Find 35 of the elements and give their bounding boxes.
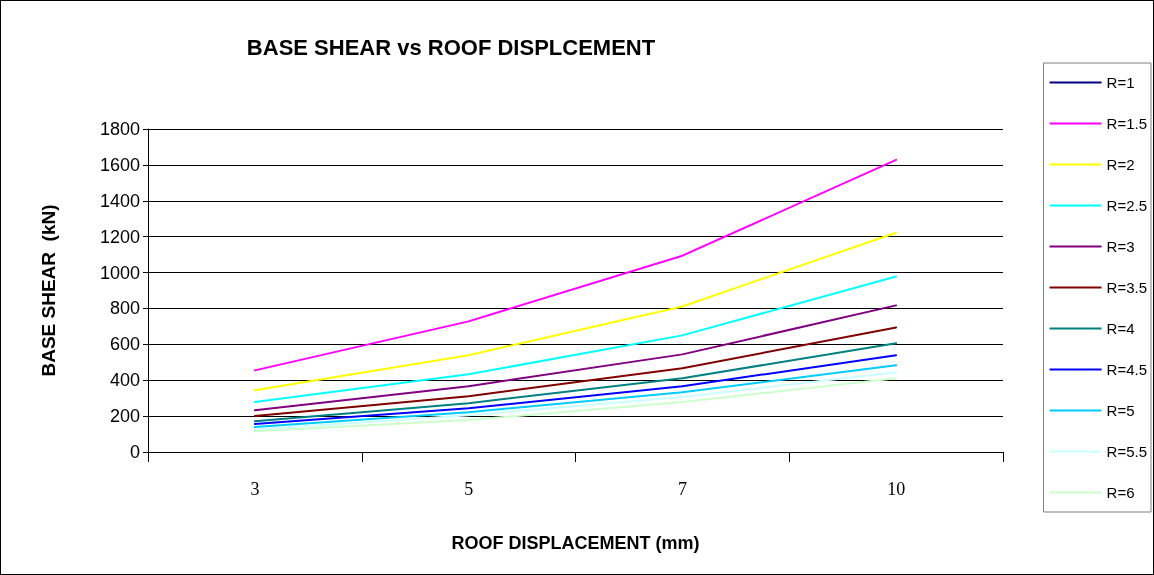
- y-tick-label: 1000: [99, 262, 140, 283]
- x-axis-title: ROOF DISPLACEMENT (mm): [451, 533, 700, 553]
- legend-label: R=1: [1106, 74, 1135, 91]
- legend-label: R=4: [1106, 320, 1135, 337]
- line-series: [253, 354, 898, 426]
- legend-label: R=5.5: [1106, 443, 1148, 460]
- legend-label: R=2: [1106, 156, 1135, 173]
- legend-label: R=5: [1106, 402, 1135, 419]
- y-tick-label: 800: [109, 298, 140, 319]
- legend-label: R=3: [1106, 238, 1135, 255]
- line-series: [253, 158, 898, 372]
- y-tick-label: 400: [109, 370, 140, 391]
- y-tick-label: 0: [129, 442, 140, 462]
- line-series: [253, 326, 898, 418]
- line-series: [253, 275, 898, 404]
- legend-label: R=4.5: [1106, 361, 1148, 378]
- y-tick-label: 200: [109, 406, 140, 427]
- legend-label: R=3.5: [1106, 279, 1148, 296]
- y-tick-label: 1800: [99, 119, 140, 139]
- x-tick-label: 10: [887, 479, 906, 499]
- x-tick-label: 5: [464, 479, 474, 499]
- x-tick-label: 3: [250, 479, 260, 499]
- legend-label: R=2.5: [1106, 197, 1148, 214]
- x-tick-label: 7: [677, 479, 687, 499]
- y-tick-label: 1600: [99, 154, 140, 175]
- y-tick-label: 1200: [99, 226, 140, 247]
- chart-title: BASE SHEAR vs ROOF DISPLCEMENT: [246, 34, 656, 60]
- line-series: [253, 342, 898, 423]
- line-series: [253, 231, 898, 392]
- y-axis-title: BASE SHEAR (kN): [38, 204, 59, 377]
- line-series: [253, 304, 898, 412]
- legend-label: R=1.5: [1106, 115, 1148, 132]
- y-tick-label: 600: [109, 334, 140, 355]
- legend-label: R=6: [1106, 484, 1135, 501]
- y-tick-label: 1400: [99, 190, 140, 211]
